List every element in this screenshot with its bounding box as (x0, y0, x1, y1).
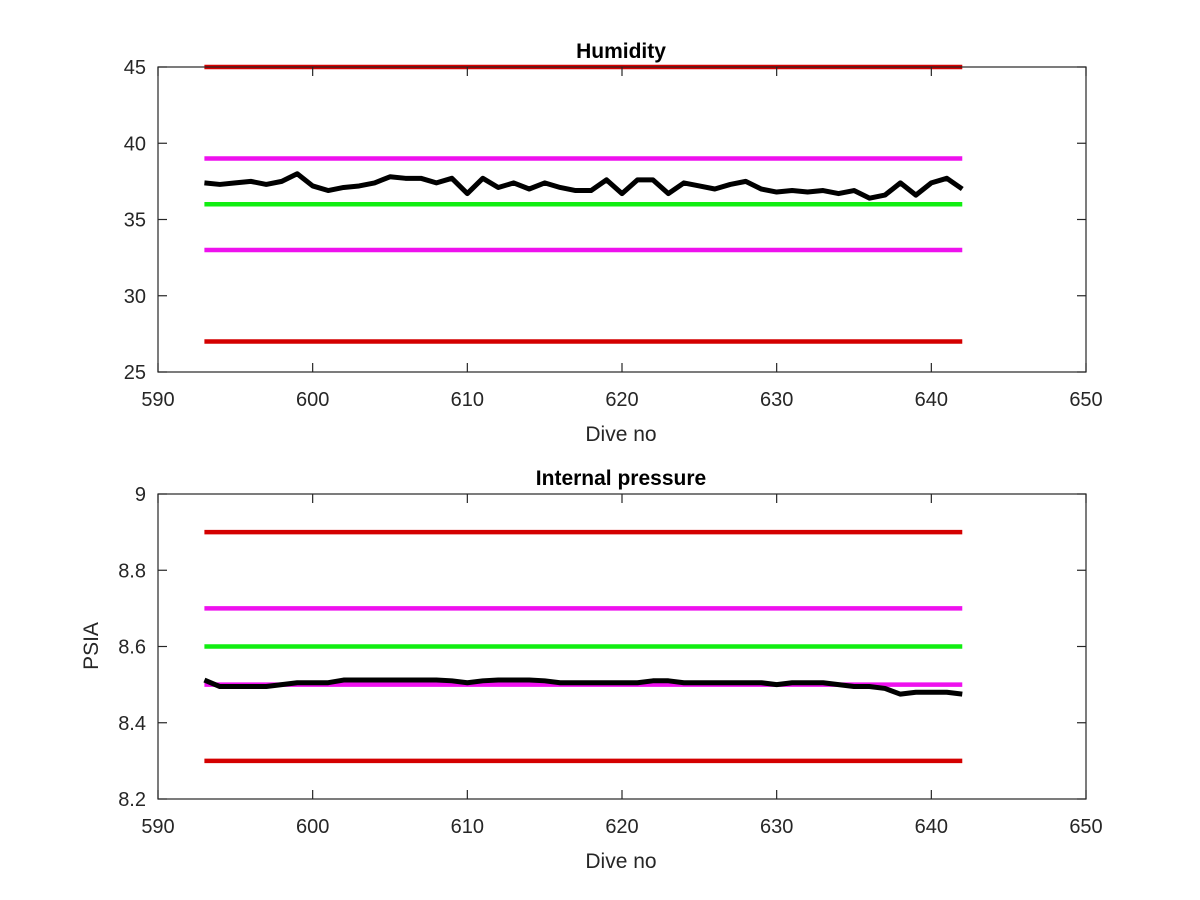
x-tick-label: 630 (760, 389, 793, 411)
y-tick-label: 9 (135, 484, 146, 506)
x-tick-label: 620 (605, 816, 638, 838)
x-tick-label: 610 (451, 816, 484, 838)
x-tick-label: 620 (605, 389, 638, 411)
pressure-x-axis-label: Dive no (585, 850, 656, 873)
x-tick-label: 600 (296, 816, 329, 838)
y-tick-label: 8.4 (118, 713, 146, 735)
pressure-data-line (203, 677, 963, 697)
humidity-x-axis-label: Dive no (585, 423, 656, 446)
x-tick-label: 600 (296, 389, 329, 411)
pressure-plot-area (203, 529, 963, 764)
y-tick-label: 30 (124, 286, 146, 308)
pressure-title: Internal pressure (536, 467, 706, 490)
x-tick-label: 630 (760, 816, 793, 838)
y-tick-label: 8.6 (118, 637, 146, 659)
y-tick-label: 35 (124, 210, 146, 232)
x-tick-label: 640 (915, 389, 948, 411)
x-tick-label: 590 (141, 389, 174, 411)
pressure-y-axis-label: PSIA (80, 622, 103, 670)
humidity-data-line (204, 171, 964, 201)
x-tick-label: 650 (1069, 816, 1102, 838)
internal-pressure-subplot: Internal pressure 590 600 610 620 630 640 650 8… (80, 467, 1103, 873)
pressure-ticks: 590 600 610 620 630 640 650 8.2 8.4 8.6 8.8 9 (118, 484, 1103, 838)
y-tick-label: 45 (124, 57, 146, 79)
x-tick-label: 640 (915, 816, 948, 838)
x-tick-label: 610 (451, 389, 484, 411)
humidity-title: Humidity (576, 40, 666, 63)
y-tick-label: 8.2 (118, 789, 146, 811)
x-tick-label: 590 (141, 816, 174, 838)
humidity-ticks: 590 600 610 620 630 640 650 25 30 35 40 45 (124, 57, 1103, 411)
y-tick-label: 25 (124, 362, 146, 384)
y-tick-label: 40 (124, 133, 146, 155)
humidity-subplot: Humidity 590 600 610 620 630 640 650 25 30 35 40 45… (124, 40, 1103, 446)
x-tick-label: 650 (1069, 389, 1102, 411)
y-tick-label: 8.8 (118, 560, 146, 582)
